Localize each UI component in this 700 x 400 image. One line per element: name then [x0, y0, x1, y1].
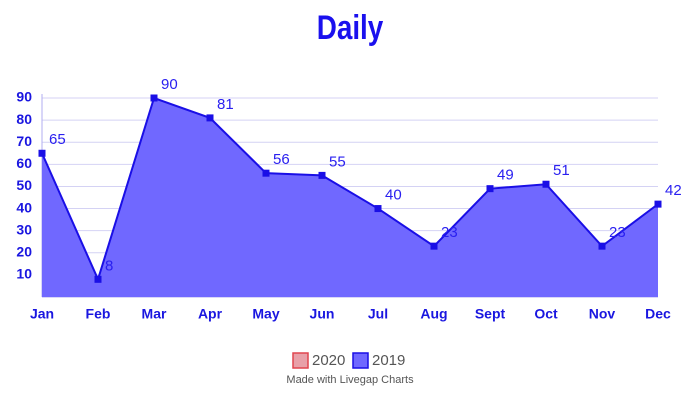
point [542, 180, 550, 188]
x-tick-label: May [252, 306, 279, 322]
data-label: 55 [329, 153, 346, 170]
x-tick-label: Jan [30, 306, 54, 322]
x-tick-label: Jun [310, 306, 335, 322]
x-tick-label: Apr [198, 306, 223, 322]
point [654, 200, 662, 208]
point [38, 149, 46, 157]
data-label: 23 [441, 224, 458, 241]
point [430, 242, 438, 250]
data-label: 56 [273, 151, 290, 168]
y-tick-label: 60 [16, 155, 32, 171]
y-tick-label: 30 [16, 221, 32, 237]
point [374, 205, 382, 213]
x-tick-label: Oct [534, 306, 558, 322]
legend-label: 2020 [312, 352, 345, 369]
y-tick-label: 50 [16, 177, 32, 193]
legend-label: 2019 [372, 352, 405, 369]
data-label: 81 [217, 96, 234, 113]
data-label: 65 [49, 131, 66, 148]
data-label: 40 [385, 187, 402, 204]
x-tick-label: Jul [368, 306, 388, 322]
y-tick-label: 70 [16, 133, 32, 149]
point [486, 185, 494, 193]
line [41, 96, 659, 283]
data-label: 49 [497, 167, 514, 184]
footer: Made with Livegap Charts [286, 374, 414, 386]
data-label: 51 [553, 162, 570, 179]
point [318, 171, 326, 179]
y-tick-label: 20 [16, 243, 32, 259]
data-label: 8 [105, 257, 113, 274]
x-tick-label: Aug [420, 306, 447, 322]
x-tick-label: Mar [142, 306, 167, 322]
point [262, 169, 270, 177]
x-tick-label: Dec [645, 306, 671, 322]
chart-title: Daily [317, 8, 384, 46]
x-tick-label: Nov [589, 306, 616, 322]
area [42, 98, 658, 297]
y-tick-label: 90 [16, 89, 32, 105]
data-label: 23 [609, 224, 626, 241]
point [598, 242, 606, 250]
y-tick-label: 40 [16, 199, 32, 215]
y-tick-label: 80 [16, 111, 32, 127]
x-tick-label: Feb [86, 306, 111, 322]
legend-swatch [352, 352, 369, 369]
data-label: 42 [665, 182, 682, 199]
point [94, 275, 102, 283]
point [206, 114, 214, 122]
data-label: 90 [161, 76, 178, 93]
x-tick-label: Sept [475, 306, 506, 322]
point [150, 94, 158, 102]
legend-swatch [292, 352, 309, 369]
y-tick-label: 10 [16, 266, 32, 282]
